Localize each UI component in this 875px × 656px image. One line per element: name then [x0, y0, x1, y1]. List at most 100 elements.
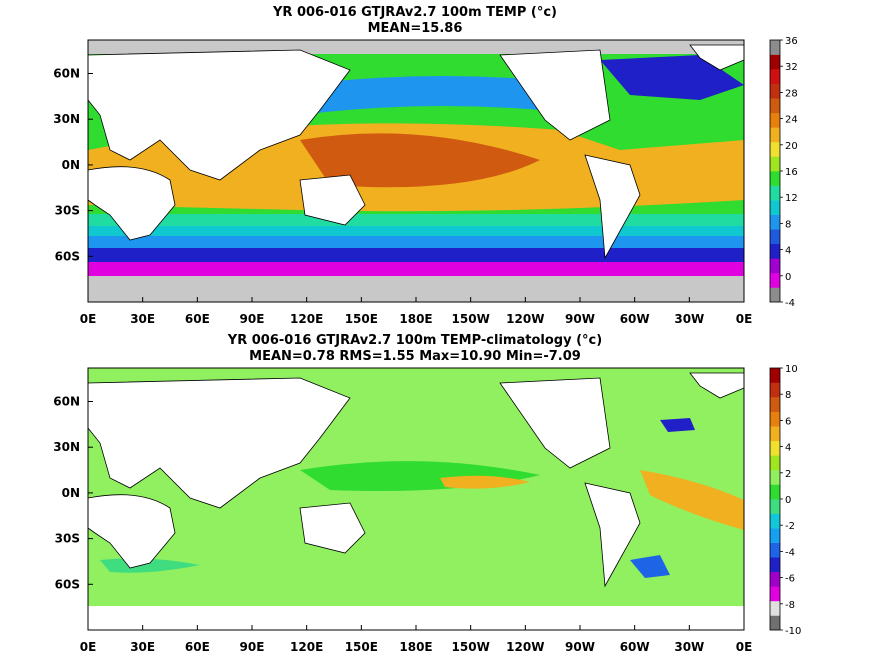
colorbar-label: 10	[785, 364, 798, 375]
colorbar-swatch	[770, 98, 780, 114]
y-tick-label: 30N	[53, 440, 80, 454]
colorbar-swatch	[770, 528, 780, 543]
colorbar-swatch	[770, 200, 780, 215]
x-tick-label: 90W	[565, 312, 595, 326]
colorbar-label: -6	[785, 574, 795, 585]
colorbar-swatch	[770, 171, 780, 186]
colorbar-label: 28	[785, 88, 798, 99]
panel1-stats: MEAN=15.86	[368, 21, 463, 36]
colorbar-swatch	[770, 557, 780, 573]
colorbar-swatch	[770, 287, 780, 303]
colorbar-swatch	[770, 600, 780, 616]
colorbar-label: 12	[785, 193, 798, 204]
x-tick-label: 120W	[506, 640, 544, 654]
y-tick-label: 30N	[53, 112, 80, 126]
y-tick-label: 60S	[55, 577, 80, 591]
x-tick-label: 180E	[399, 312, 432, 326]
colorbar-label: 20	[785, 141, 798, 152]
colorbar-swatch	[770, 469, 780, 485]
panel2-stats: MEAN=0.78 RMS=1.55 Max=10.90 Min=-7.09	[249, 349, 581, 364]
panel1-map	[87, 39, 745, 303]
colorbar-swatch	[770, 397, 780, 412]
x-tick-label: 120E	[290, 640, 323, 654]
colorbar-swatch	[770, 127, 780, 143]
colorbar-label: 32	[785, 62, 798, 73]
colorbar-swatch	[770, 499, 780, 514]
colorbar-label: 16	[785, 167, 798, 178]
colorbar-swatch	[770, 229, 780, 245]
colorbar-label: -10	[785, 626, 801, 637]
colorbar-label: 24	[785, 115, 798, 126]
x-tick-label: 150E	[345, 640, 378, 654]
x-tick-label: 60E	[185, 312, 210, 326]
colorbar-swatch	[770, 542, 780, 558]
panel2-map	[87, 367, 745, 631]
y-tick-label: 60N	[53, 395, 80, 409]
colorbar-swatch	[770, 484, 780, 500]
colorbar-swatch	[770, 440, 780, 456]
panel2-title: YR 006-016 GTJRAv2.7 100m TEMP-climatolo…	[227, 333, 602, 348]
colorbar-label: 8	[785, 219, 791, 230]
colorbar-label: -4	[785, 547, 795, 558]
colorbar-label: 8	[785, 390, 791, 401]
colorbar-swatch	[770, 455, 780, 471]
y-tick-label: 0N	[62, 486, 80, 500]
x-tick-label: 30E	[130, 312, 155, 326]
x-tick-label: 0E	[80, 640, 97, 654]
x-tick-label: 0E	[736, 312, 753, 326]
colorbar-swatch	[770, 214, 780, 230]
x-tick-label: 0E	[80, 312, 97, 326]
colorbar-label: 0	[785, 495, 791, 506]
colorbar-swatch	[770, 426, 780, 442]
colorbar-label: -2	[785, 521, 795, 532]
x-tick-label: 150E	[345, 312, 378, 326]
x-tick-label: 90E	[240, 640, 265, 654]
colorbar-label: 0	[785, 272, 791, 283]
x-tick-label: 60E	[185, 640, 210, 654]
colorbar-label: 2	[785, 469, 791, 480]
colorbar-swatch	[770, 156, 780, 172]
x-tick-label: 150W	[452, 640, 490, 654]
x-tick-label: 150W	[452, 312, 490, 326]
x-tick-label: 180E	[399, 640, 432, 654]
colorbar-swatch	[770, 571, 780, 587]
x-tick-label: 30W	[674, 640, 704, 654]
colorbar-swatch	[770, 243, 780, 259]
y-tick-label: 60N	[53, 67, 80, 81]
colorbar-label: -8	[785, 600, 795, 611]
colorbar-label: -4	[785, 298, 795, 309]
colorbar-swatch	[770, 411, 780, 427]
colorbar-label: 4	[785, 443, 791, 454]
colorbar-swatch	[770, 513, 780, 529]
colorbar-swatch	[770, 83, 780, 99]
y-tick-label: 30S	[55, 532, 80, 546]
y-tick-label: 60S	[55, 249, 80, 263]
colorbar-swatch	[770, 272, 780, 288]
colorbar-swatch	[770, 586, 780, 602]
x-tick-label: 60W	[620, 640, 650, 654]
colorbar-swatch	[770, 368, 780, 383]
colorbar-swatch	[770, 40, 780, 55]
x-tick-label: 90E	[240, 312, 265, 326]
y-tick-label: 30S	[55, 204, 80, 218]
panel2-y-axis: 60N 30N 0N 30S 60S	[53, 395, 93, 591]
colorbar-swatch	[770, 258, 780, 274]
x-tick-label: 90W	[565, 640, 595, 654]
panel1-x-axis: 0E 30E 60E 90E 120E 150E 180E 150W 120W 90W 60W 30W…	[80, 297, 753, 326]
x-tick-label: 120E	[290, 312, 323, 326]
colorbar-label: 6	[785, 416, 791, 427]
panel1-y-axis: 60N 30N 0N 30S 60S	[53, 67, 93, 263]
x-tick-label: 30W	[674, 312, 704, 326]
x-tick-label: 60W	[620, 312, 650, 326]
colorbar-label: 36	[785, 36, 798, 47]
colorbar-swatch	[770, 615, 780, 631]
colorbar-swatch	[770, 185, 780, 201]
panel1-title: YR 006-016 GTJRAv2.7 100m TEMP (°c)	[272, 5, 557, 20]
colorbar-swatch	[770, 69, 780, 84]
panel2-colorbar: 10 8 6 4 2 0 -2 -4 -6 -8 -10	[769, 364, 801, 637]
colorbar-swatch	[770, 54, 780, 70]
y-tick-label: 0N	[62, 158, 80, 172]
colorbar-swatch	[770, 141, 780, 157]
x-tick-label: 0E	[736, 640, 753, 654]
colorbar-swatch	[770, 382, 780, 398]
